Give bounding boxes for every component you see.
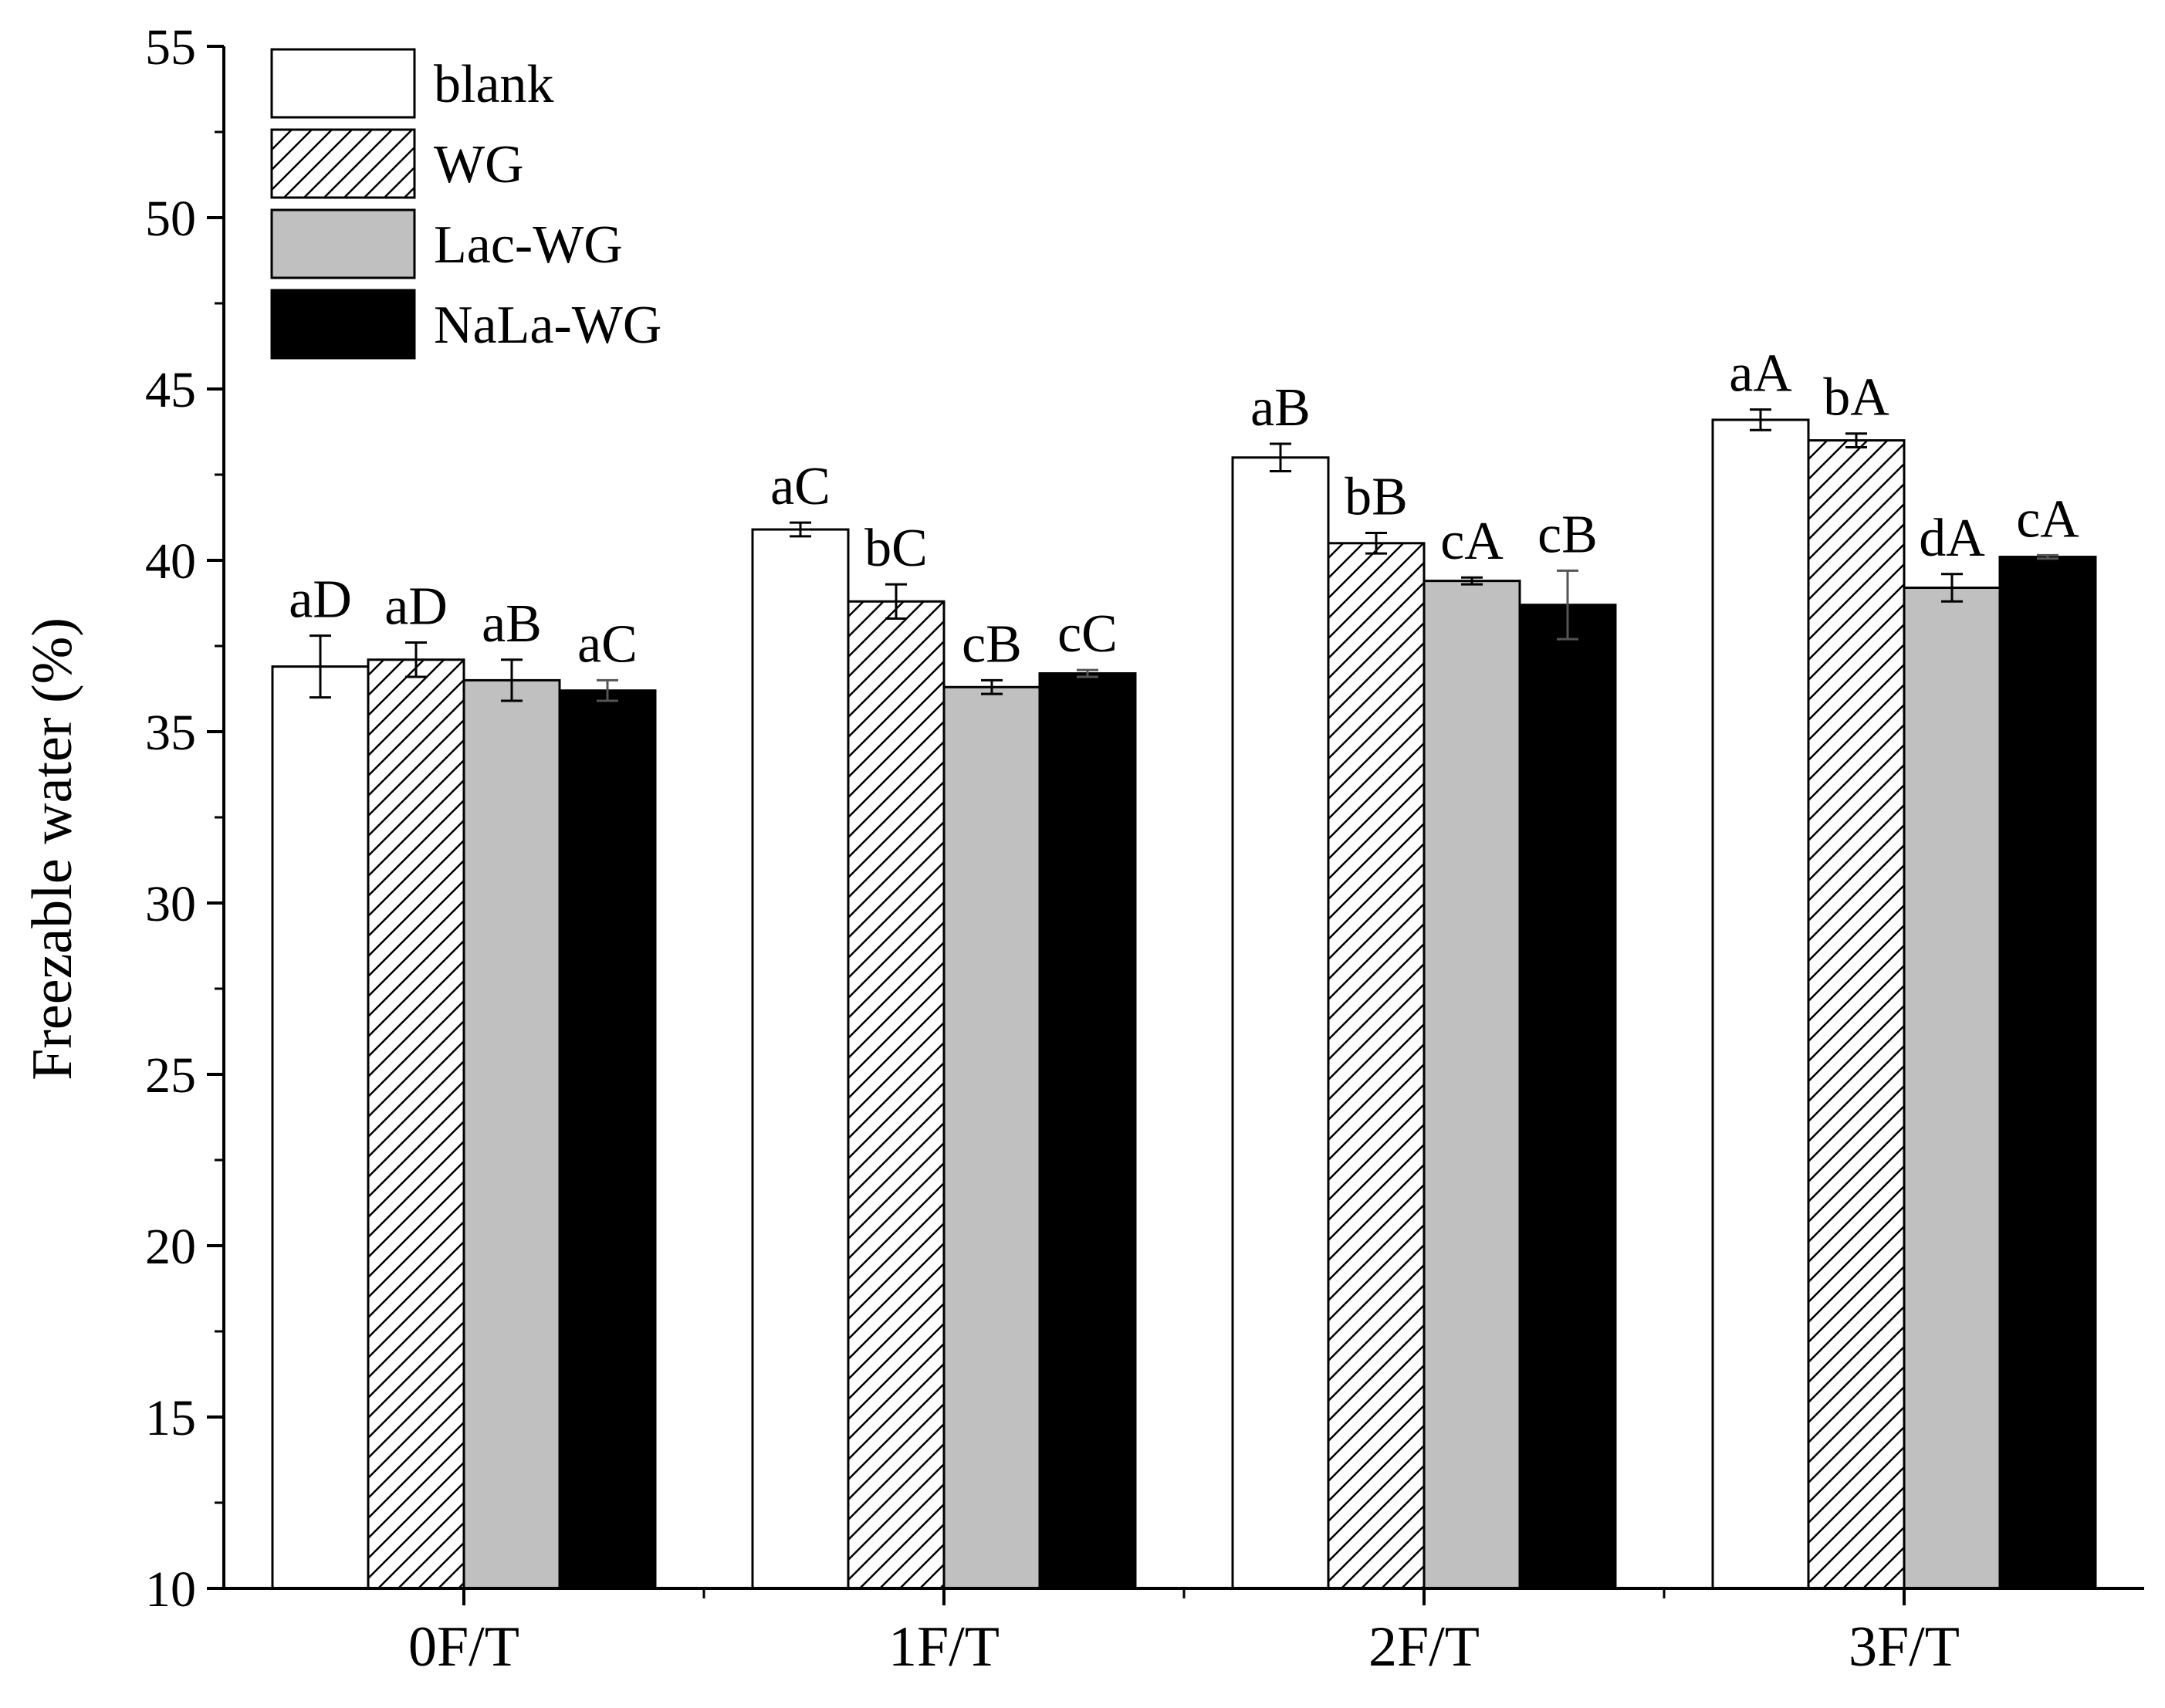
significance-label-Lac-WG-1F/T: cB [962, 614, 1022, 674]
axes-layer: 10 15 20 25 30 35 40 45 50 55 0F/T 1F/T 2F/T 3F/T [145, 19, 2144, 1679]
bar-NaLa-WG-2F/T [1518, 604, 1617, 1590]
error-bar-WG-2F/T [1365, 531, 1387, 555]
bar-blank-0F/T [271, 665, 370, 1590]
error-bar-Lac-WG-2F/T [1461, 576, 1483, 586]
bar-Lac-WG-1F/T [942, 685, 1041, 1590]
error-bar-blank-3F/T [1750, 408, 1771, 431]
significance-label-Lac-WG-3F/T: dA [1919, 509, 1985, 568]
x-tick-label-2F/T: 2F/T [1368, 1615, 1480, 1679]
y-tick-label: 35 [145, 705, 196, 761]
y-tick-label: 10 [145, 1561, 196, 1618]
y-tick-label: 30 [145, 876, 196, 932]
legend-swatch-blank [270, 48, 416, 119]
error-bars-layer [310, 408, 2058, 702]
legend: blank WG Lac-WG NaLa-WG [270, 48, 661, 360]
legend-swatch-WG [270, 128, 416, 199]
significance-label-WG-2F/T: bB [1345, 467, 1408, 526]
legend-label-NaLa-WG: NaLa-WG [434, 296, 661, 355]
bar-NaLa-WG-3F/T [1998, 556, 2097, 1590]
y-tick-label: 55 [145, 19, 196, 76]
bar-Lac-WG-0F/T [462, 678, 561, 1590]
x-tick-label-0F/T: 0F/T [408, 1615, 519, 1679]
error-bar-WG-3F/T [1845, 432, 1867, 448]
y-tick-label: 45 [145, 362, 196, 418]
significance-label-Lac-WG-0F/T: aB [482, 594, 542, 654]
significance-labels-layer: aD aD aB aC aC bC cB cC aB bB cA cB aA bA dA cA [289, 344, 2079, 675]
legend-item-WG: WG [270, 128, 524, 199]
significance-label-NaLa-WG-1F/T: cC [1057, 604, 1118, 664]
legend-swatch-Lac-WG [270, 208, 416, 279]
bars-layer [271, 418, 2097, 1590]
significance-label-blank-0F/T: aD [289, 570, 352, 630]
legend-item-blank: blank [270, 48, 554, 119]
significance-label-blank-1F/T: aC [770, 457, 830, 516]
y-tick-label: 15 [145, 1390, 196, 1446]
significance-label-blank-2F/T: aB [1250, 378, 1311, 438]
bar-blank-1F/T [751, 528, 850, 1590]
error-bar-WG-0F/T [405, 641, 427, 678]
bar-blank-2F/T [1231, 456, 1330, 1590]
error-bar-NaLa-WG-2F/T [1557, 569, 1578, 641]
error-bar-blank-2F/T [1270, 442, 1291, 473]
legend-label-blank: blank [434, 55, 554, 114]
error-bar-Lac-WG-3F/T [1941, 573, 1963, 603]
error-bar-WG-1F/T [885, 583, 907, 620]
error-bar-NaLa-WG-3F/T [2037, 553, 2058, 560]
bar-WG-2F/T [1327, 542, 1426, 1590]
bar-Lac-WG-3F/T [1903, 587, 2001, 1590]
error-bar-blank-1F/T [790, 521, 811, 538]
significance-label-NaLa-WG-0F/T: aC [577, 614, 638, 674]
y-tick-label: 40 [145, 533, 196, 590]
significance-label-WG-1F/T: bC [864, 519, 928, 578]
error-bar-NaLa-WG-0F/T [597, 678, 618, 702]
y-tick-label: 25 [145, 1047, 196, 1104]
bar-NaLa-WG-1F/T [1038, 672, 1137, 1590]
legend-item-Lac-WG: Lac-WG [270, 208, 623, 279]
significance-label-NaLa-WG-3F/T: cA [2016, 489, 2079, 549]
legend-label-Lac-WG: Lac-WG [434, 215, 623, 275]
significance-label-WG-0F/T: aD [384, 577, 448, 637]
error-bar-NaLa-WG-1F/T [1077, 668, 1098, 678]
x-tick-label-3F/T: 3F/T [1849, 1615, 1960, 1679]
significance-label-Lac-WG-2F/T: cA [1440, 512, 1504, 571]
legend-swatch-NaLa-WG [270, 289, 416, 360]
significance-label-NaLa-WG-2F/T: cB [1537, 505, 1598, 564]
bar-WG-3F/T [1807, 439, 1906, 1590]
significance-label-blank-3F/T: aA [1729, 344, 1792, 404]
bar-WG-1F/T [847, 600, 945, 1590]
x-tick-label-1F/T: 1F/T [888, 1615, 1000, 1679]
y-tick-label: 20 [145, 1219, 196, 1275]
y-axis-title: Freezable water (%) [21, 617, 84, 1081]
bar-WG-0F/T [367, 658, 465, 1590]
significance-label-WG-3F/T: bA [1823, 368, 1889, 428]
y-tick-label: 50 [145, 191, 196, 247]
error-bar-blank-0F/T [310, 634, 331, 699]
bar-Lac-WG-2F/T [1422, 580, 1521, 1590]
legend-item-NaLa-WG: NaLa-WG [270, 289, 661, 360]
bar-blank-3F/T [1711, 418, 1810, 1590]
legend-label-WG: WG [434, 135, 524, 194]
error-bar-Lac-WG-0F/T [501, 658, 523, 702]
bar-NaLa-WG-0F/T [558, 689, 657, 1590]
error-bar-Lac-WG-1F/T [981, 678, 1003, 695]
